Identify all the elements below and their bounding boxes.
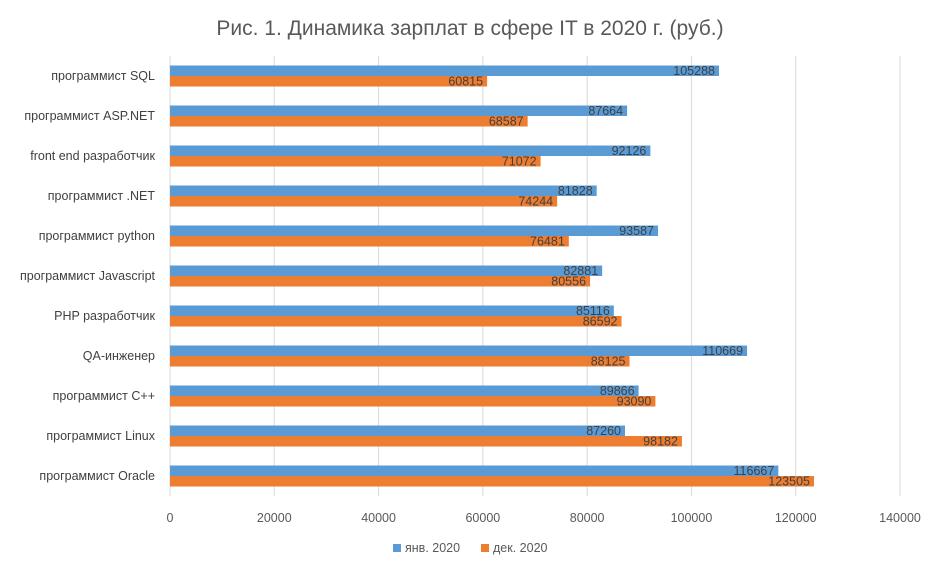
legend-label-0: янв. 2020	[405, 541, 460, 555]
bar-s1-c1	[170, 116, 528, 127]
bar-s1-c4	[170, 236, 569, 247]
data-label-s0-c8: 89866	[600, 384, 635, 398]
data-label-s1-c4: 76481	[530, 235, 565, 249]
legend-swatch-0	[393, 544, 401, 552]
bars	[170, 65, 814, 487]
bar-s0-c7	[170, 345, 748, 356]
chart-title: Рис. 1. Динамика зарплат в сфере IT в 20…	[216, 17, 723, 40]
bar-s0-c1	[170, 105, 628, 116]
legend-swatch-1	[481, 544, 489, 552]
x-tick-label-0: 0	[167, 511, 174, 525]
bar-s0-c3	[170, 185, 597, 196]
x-tick-label-6: 120000	[775, 511, 817, 525]
data-label-s1-c3: 74244	[518, 195, 553, 209]
data-label-s1-c8: 93090	[617, 395, 652, 409]
bar-s1-c0	[170, 76, 488, 87]
data-label-s0-c5: 82881	[563, 264, 598, 278]
category-label-3: программист .NET	[48, 189, 156, 203]
category-label-5: программист Javascript	[20, 269, 156, 283]
data-label-s0-c6: 85116	[576, 304, 610, 318]
category-label-10: программист Oracle	[39, 469, 155, 483]
data-label-s0-c10: 116667	[734, 464, 775, 478]
x-tick-label-5: 100000	[671, 511, 713, 525]
bar-s0-c9	[170, 425, 625, 436]
category-label-0: программист SQL	[51, 69, 155, 83]
x-tick-label-3: 60000	[465, 511, 500, 525]
data-label-s1-c0: 60815	[448, 75, 483, 89]
bar-s0-c8	[170, 385, 639, 396]
x-axis-ticks: 0 20000 40000 60000 80000 100000 120000 140000	[167, 511, 921, 525]
bar-s1-c10	[170, 476, 814, 487]
legend-label-1: дек. 2020	[493, 541, 548, 555]
data-label-s1-c2: 71072	[502, 155, 537, 169]
data-label-s0-c2: 92126	[612, 144, 647, 158]
bar-s0-c10	[170, 465, 779, 476]
data-label-s0-c9: 87260	[586, 424, 621, 438]
data-labels: 105288 60815 87664 68587 92126 71072 81828 7424…	[448, 64, 810, 489]
category-label-4: программист python	[39, 229, 155, 243]
data-label-s1-c10: 123505	[768, 475, 810, 489]
category-label-8: программист C++	[53, 389, 155, 403]
category-labels: программист SQL программист ASP.NET front …	[20, 69, 156, 483]
x-tick-label-1: 20000	[257, 511, 292, 525]
bar-s1-c3	[170, 196, 558, 207]
data-label-s0-c7: 110669	[702, 344, 743, 358]
bar-s1-c9	[170, 436, 682, 447]
data-label-s0-c0: 105288	[673, 64, 715, 78]
category-label-6: PHP разработчик	[54, 309, 155, 323]
data-label-s1-c9: 98182	[643, 435, 678, 449]
bar-s1-c6	[170, 316, 622, 327]
data-label-s0-c4: 93587	[619, 224, 654, 238]
bar-s0-c0	[170, 65, 720, 76]
bar-s1-c7	[170, 356, 630, 367]
legend: янв. 2020 дек. 2020	[393, 541, 548, 555]
category-label-2: front end разработчик	[30, 149, 155, 163]
bar-s0-c2	[170, 145, 651, 156]
bar-s0-c4	[170, 225, 658, 236]
x-tick-label-7: 140000	[879, 511, 921, 525]
data-label-s1-c1: 68587	[489, 115, 524, 129]
category-label-9: программист Linux	[46, 429, 155, 443]
category-label-1: программист ASP.NET	[24, 109, 155, 123]
x-tick-label-2: 40000	[361, 511, 396, 525]
data-label-s0-c1: 87664	[588, 104, 623, 118]
data-label-s1-c7: 88125	[591, 355, 626, 369]
x-tick-label-4: 80000	[570, 511, 605, 525]
bar-s1-c2	[170, 156, 541, 167]
bar-s0-c6	[170, 305, 614, 316]
data-label-s1-c6: 86592	[583, 315, 618, 329]
bar-s0-c5	[170, 265, 603, 276]
category-label-7: QA-инженер	[83, 349, 155, 363]
bar-s1-c5	[170, 276, 591, 287]
data-label-s1-c5: 80556	[551, 275, 586, 289]
data-label-s0-c3: 81828	[558, 184, 593, 198]
bar-s1-c8	[170, 396, 656, 407]
